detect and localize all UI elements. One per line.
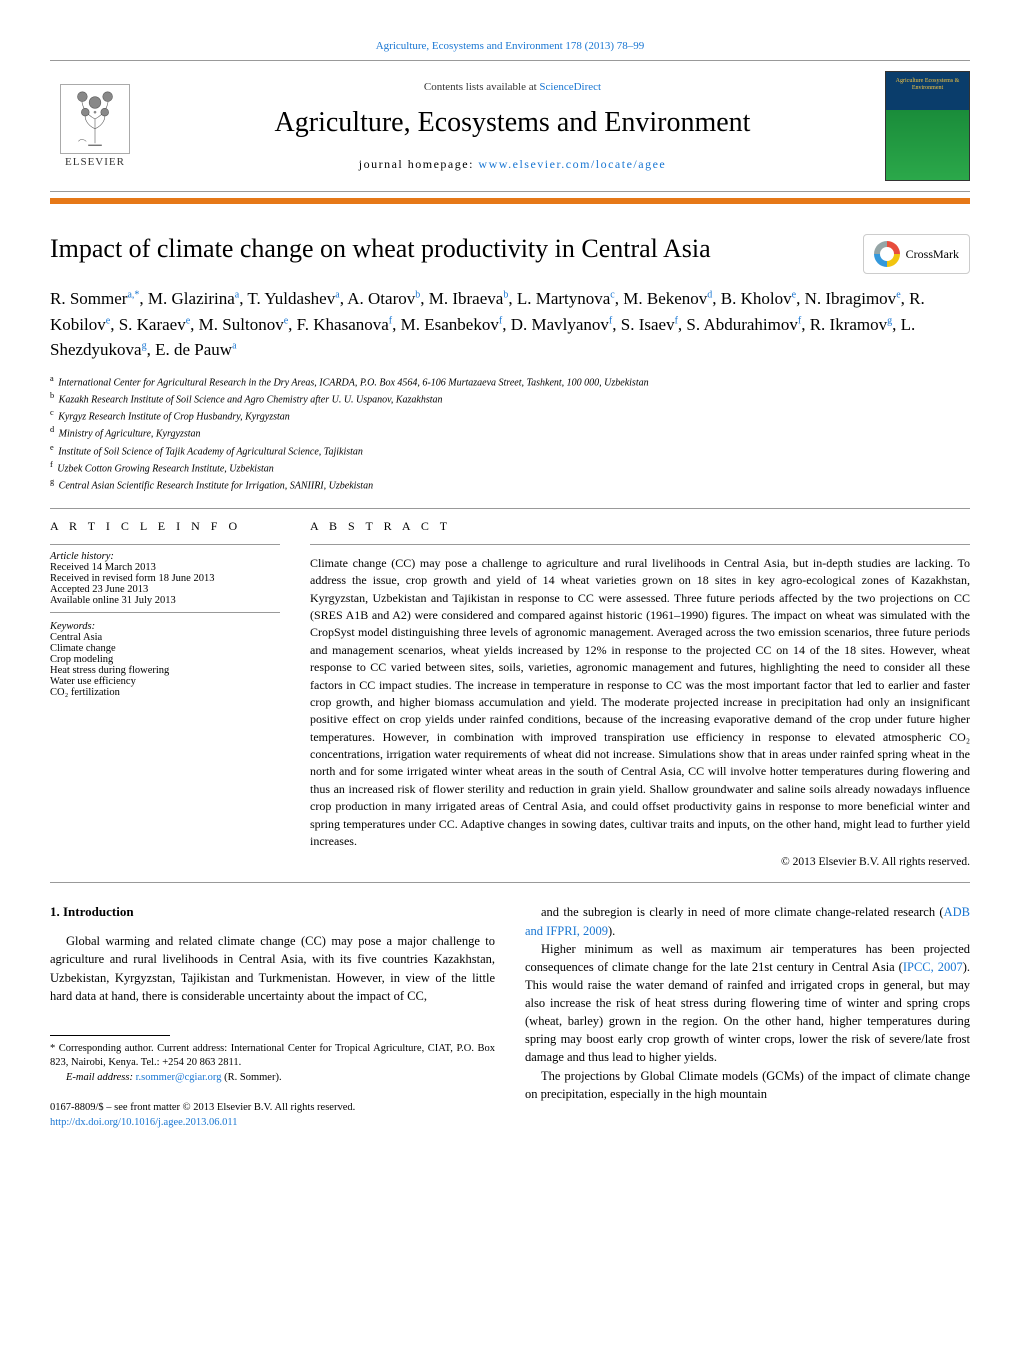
keyword-item: Heat stress during flowering bbox=[50, 665, 280, 676]
elsevier-tree-icon bbox=[60, 84, 130, 154]
ref-ipcc[interactable]: IPCC, 2007 bbox=[903, 960, 963, 974]
keyword-item: Central Asia bbox=[50, 632, 280, 643]
affiliation-line: b Kazakh Research Institute of Soil Scie… bbox=[50, 390, 970, 407]
history-item: Available online 31 July 2013 bbox=[50, 595, 280, 606]
contents-line: Contents lists available at ScienceDirec… bbox=[140, 81, 885, 93]
history-item: Accepted 23 June 2013 bbox=[50, 584, 280, 595]
affiliation-line: d Ministry of Agriculture, Kyrgyzstan bbox=[50, 424, 970, 441]
crossmark-label: CrossMark bbox=[906, 247, 959, 262]
citation-line: Agriculture, Ecosystems and Environment … bbox=[50, 40, 970, 52]
intro-para-3: The projections by Global Climate models… bbox=[525, 1067, 970, 1103]
homepage-link[interactable]: www.elsevier.com/locate/agee bbox=[478, 157, 666, 171]
footer-block: 0167-8809/$ – see front matter © 2013 El… bbox=[50, 1100, 495, 1130]
history-item: Received in revised form 18 June 2013 bbox=[50, 573, 280, 584]
history-item: Received 14 March 2013 bbox=[50, 562, 280, 573]
article-title: Impact of climate change on wheat produc… bbox=[50, 234, 863, 264]
homepage-prefix: journal homepage: bbox=[359, 157, 479, 171]
keywords-label: Keywords: bbox=[50, 621, 280, 632]
journal-header: ELSEVIER Contents lists available at Sci… bbox=[50, 60, 970, 192]
footnote-separator bbox=[50, 1035, 170, 1036]
divider bbox=[50, 882, 970, 883]
history-label: Article history: bbox=[50, 551, 280, 562]
citation-link[interactable]: Agriculture, Ecosystems and Environment … bbox=[376, 40, 645, 52]
affiliation-line: f Uzbek Cotton Growing Research Institut… bbox=[50, 459, 970, 476]
cover-title: Agriculture Ecosystems & Environment bbox=[886, 72, 969, 92]
homepage-line: journal homepage: www.elsevier.com/locat… bbox=[140, 157, 885, 172]
journal-title: Agriculture, Ecosystems and Environment bbox=[140, 107, 885, 139]
email-label: E-mail address: bbox=[66, 1072, 136, 1083]
affiliation-line: c Kyrgyz Research Institute of Crop Husb… bbox=[50, 407, 970, 424]
publisher-name: ELSEVIER bbox=[65, 156, 125, 168]
intro-para-2: Higher minimum as well as maximum air te… bbox=[525, 940, 970, 1067]
copyright-line: © 2013 Elsevier B.V. All rights reserved… bbox=[310, 856, 970, 868]
publisher-logo[interactable]: ELSEVIER bbox=[50, 84, 140, 168]
abstract-heading: A B S T R A C T bbox=[310, 519, 970, 534]
affiliation-line: e Institute of Soil Science of Tajik Aca… bbox=[50, 442, 970, 459]
abstract-block: A B S T R A C T Climate change (CC) may … bbox=[310, 519, 970, 869]
affiliations: a International Center for Agricultural … bbox=[50, 373, 970, 494]
keyword-item: Water use efficiency bbox=[50, 676, 280, 687]
keyword-item: Crop modeling bbox=[50, 654, 280, 665]
crossmark-icon bbox=[874, 241, 900, 267]
body-column-right: and the subregion is clearly in need of … bbox=[525, 903, 970, 1130]
contents-prefix: Contents lists available at bbox=[424, 81, 539, 93]
intro-para-1-left: Global warming and related climate chang… bbox=[50, 932, 495, 1005]
corresponding-author-note: * Corresponding author. Current address:… bbox=[50, 1042, 495, 1086]
crossmark-badge[interactable]: CrossMark bbox=[863, 234, 970, 274]
author-email-link[interactable]: r.sommer@cgiar.org bbox=[136, 1072, 222, 1083]
affiliation-line: g Central Asian Scientific Research Inst… bbox=[50, 476, 970, 493]
section-heading-intro: 1. Introduction bbox=[50, 903, 495, 922]
author-list: R. Sommera,*, M. Glazirinaa, T. Yuldashe… bbox=[50, 286, 970, 363]
article-info-heading: A R T I C L E I N F O bbox=[50, 519, 280, 534]
keyword-item: Climate change bbox=[50, 643, 280, 654]
intro-para-1-right: and the subregion is clearly in need of … bbox=[525, 903, 970, 939]
body-column-left: 1. Introduction Global warming and relat… bbox=[50, 903, 495, 1130]
issn-line: 0167-8809/$ – see front matter © 2013 El… bbox=[50, 1102, 355, 1113]
abstract-text: Climate change (CC) may pose a challenge… bbox=[310, 555, 970, 851]
doi-link[interactable]: http://dx.doi.org/10.1016/j.agee.2013.06… bbox=[50, 1117, 238, 1128]
affiliation-line: a International Center for Agricultural … bbox=[50, 373, 970, 390]
article-info-sidebar: A R T I C L E I N F O Article history: R… bbox=[50, 519, 280, 869]
sciencedirect-link[interactable]: ScienceDirect bbox=[539, 81, 601, 93]
divider bbox=[50, 508, 970, 509]
keyword-item: CO₂ fertilization bbox=[50, 687, 280, 698]
corr-label: * Corresponding author. Current address:… bbox=[50, 1043, 495, 1069]
email-who: (R. Sommer). bbox=[222, 1072, 282, 1083]
accent-bar bbox=[50, 198, 970, 204]
journal-cover-thumb[interactable]: Agriculture Ecosystems & Environment bbox=[885, 71, 970, 181]
